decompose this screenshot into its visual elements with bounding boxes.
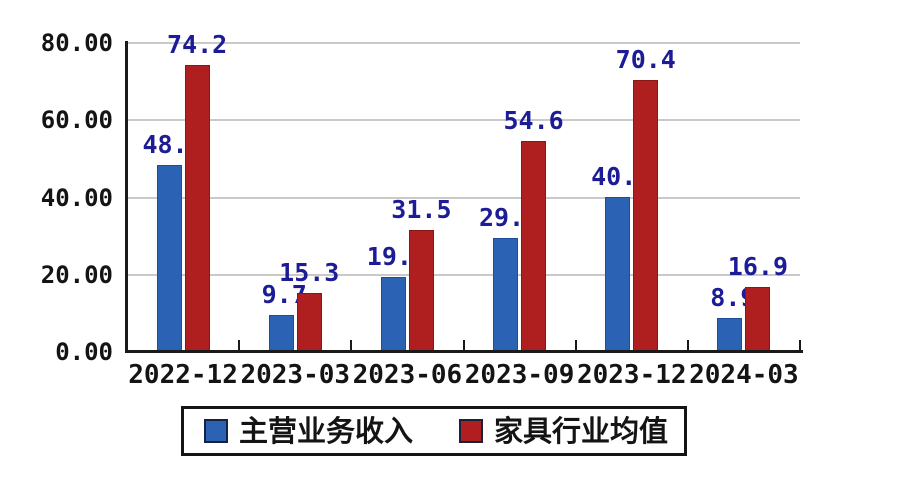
x-tick-label: 2023-03 (240, 360, 351, 390)
x-tick-label: 2023-09 (464, 360, 575, 390)
x-tick-label: 2023-12 (576, 360, 687, 390)
bar-industry-average (521, 141, 547, 352)
value-label-industry-average: 15.3 (279, 257, 340, 287)
bar-main-revenue (493, 238, 519, 352)
x-axis-tick (462, 340, 465, 351)
y-tick-label: 20.00 (40, 260, 113, 289)
gridline-20 (127, 273, 800, 276)
value-label-industry-average: 70.4 (615, 45, 676, 75)
legend-label: 主营业务收入 (239, 413, 414, 448)
x-tick-label: 2022-12 (128, 360, 238, 390)
gridline-60 (127, 119, 800, 122)
legend-item: 主营业务收入 (204, 413, 414, 448)
x-axis-tick (799, 340, 801, 351)
y-tick-label: 40.00 (40, 183, 113, 212)
bar-industry-average (296, 292, 322, 352)
x-tick-label: 2024-03 (689, 360, 799, 390)
value-label-industry-average: 16.9 (727, 251, 789, 281)
legend-item: 家具行业均值 (459, 413, 669, 448)
bar-industry-average (184, 65, 210, 352)
value-label-main-revenue: 29. (478, 203, 525, 233)
bar-industry-average (633, 80, 659, 352)
gridline-80 (127, 42, 800, 44)
y-tick-label: 80.00 (40, 29, 113, 57)
value-label-main-revenue: 19. (366, 242, 412, 272)
y-tick-label: 60.00 (40, 106, 113, 135)
y-axis (125, 41, 128, 353)
bar-industry-average (745, 286, 771, 352)
value-label-industry-average: 31.5 (391, 195, 452, 225)
value-label-main-revenue: 40. (591, 161, 637, 191)
legend-swatch-icon (459, 419, 484, 443)
x-axis-tick (238, 340, 241, 351)
x-axis-tick (574, 340, 577, 351)
value-label-main-revenue: 48. (142, 129, 188, 159)
legend-swatch-icon (204, 419, 228, 443)
gridline-40 (127, 196, 800, 199)
x-tick-label: 2023-06 (352, 360, 463, 390)
bar-main-revenue (156, 164, 182, 352)
y-tick-label: 0.00 (55, 338, 113, 366)
bar-main-revenue (380, 277, 406, 352)
bar-main-revenue (605, 196, 631, 352)
value-label-industry-average: 54.6 (503, 106, 564, 136)
x-axis (125, 350, 803, 353)
legend: 主营业务收入 家具行业均值 (181, 406, 687, 456)
value-label-industry-average: 74.2 (166, 30, 228, 60)
x-axis-tick (350, 340, 353, 351)
legend-label: 家具行业均值 (494, 413, 669, 448)
bar-main-revenue (717, 317, 743, 352)
bar-main-revenue (268, 314, 294, 352)
x-axis-tick (686, 340, 689, 351)
bar-industry-average (408, 230, 434, 352)
